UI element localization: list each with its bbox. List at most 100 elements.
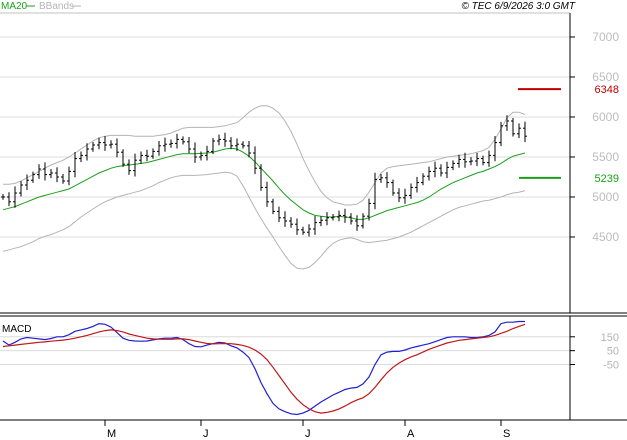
price-bar [517,123,521,139]
price-bar [187,137,191,154]
price-bar [499,121,503,147]
macd-lines [2,320,526,416]
price-bar [151,148,155,159]
support-level-label: 5239 [595,173,619,185]
price-bar [349,213,353,225]
price-bar [421,173,425,186]
price-bar [247,141,251,158]
price-bar [385,172,389,188]
price-bar [61,174,65,184]
resistance-level-label: 6348 [595,84,619,96]
macd-title: MACD [2,324,31,335]
legend-bbands: BBands [39,1,74,12]
signal-line [2,323,526,414]
price-bar [415,176,419,193]
price-bar [103,136,107,151]
price-bar [319,216,323,227]
price-bar [289,217,293,228]
price-axis-ticks: 7000 6500 6000 5500 5000 4500 [570,30,619,244]
ma20-path [2,147,526,220]
price-bar [325,212,329,226]
month-label: J [305,428,311,440]
ma20-line [2,147,526,220]
price-bar [79,151,83,163]
price-bar [397,188,401,203]
price-tick-label: 5000 [592,190,619,204]
price-bar [55,167,59,183]
price-bar [223,132,227,147]
price-bars [1,115,527,237]
price-bar [13,186,17,208]
price-bar [457,154,461,168]
month-label: M [107,428,116,440]
price-bar [139,151,143,164]
price-bar [97,137,101,150]
price-bar [451,160,455,171]
price-bar [445,161,449,179]
price-bar [379,173,383,183]
price-tick-label: 4500 [592,230,619,244]
price-bar [181,136,185,145]
macd-axis-ticks: 150 50 -50 [570,332,619,372]
legend-ma20: MA20 [1,1,28,12]
bollinger-bands [2,105,526,270]
price-bar [229,137,233,150]
price-bar [277,206,281,223]
price-bar [169,139,173,148]
price-bar [313,216,317,235]
macd-gridlines [0,336,570,366]
price-bar [409,183,413,199]
price-bar [73,152,77,178]
price-gridlines [0,36,570,238]
price-bar [157,141,161,156]
price-bar [163,137,167,152]
price-bar [7,192,11,207]
legend: MA20 BBands © TEC 6/9/2026 3:0 GMT [1,1,576,12]
price-bar [133,153,137,177]
price-bar [205,145,209,161]
price-bar [283,211,287,227]
price-panel: 7000 6500 6000 5500 5000 4500 6348 5239 [0,12,619,313]
price-tick-label: 6000 [592,110,619,124]
price-bar [67,166,71,186]
price-bar [343,208,347,223]
price-bar [211,138,215,155]
macd-tick-label: -50 [603,360,619,372]
price-bar [175,133,179,149]
price-bar [391,179,395,196]
price-bar [85,143,89,161]
price-bar [355,215,359,231]
price-bar [265,181,269,207]
price-tick-label: 6500 [592,70,619,84]
price-bar [337,210,341,222]
price-bar [295,218,299,235]
price-bar [91,142,95,152]
price-bar [37,164,41,179]
month-label: J [203,428,209,440]
price-bar [271,198,275,215]
price-tick-label: 5500 [592,150,619,164]
price-bar [427,166,431,181]
price-bar [1,194,5,200]
price-bar [439,164,443,177]
macd-panel: 150 50 -50 MACD [0,316,619,420]
price-bar [367,198,371,221]
price-bar [19,181,23,197]
price-bar [121,149,125,167]
price-bar [145,149,149,162]
price-bar [433,161,437,178]
price-levels: 6348 5239 [518,84,619,185]
price-bar [373,172,377,210]
price-bar [259,164,263,191]
price-bar [475,152,479,167]
price-bar [25,174,29,191]
price-bar [469,157,473,166]
price-bar [253,146,257,175]
price-bar [463,152,467,168]
price-bar [301,226,305,235]
price-bar [307,224,311,237]
copyright-stamp: © TEC 6/9/2026 3:0 GMT [461,1,575,12]
price-bar [31,171,35,183]
